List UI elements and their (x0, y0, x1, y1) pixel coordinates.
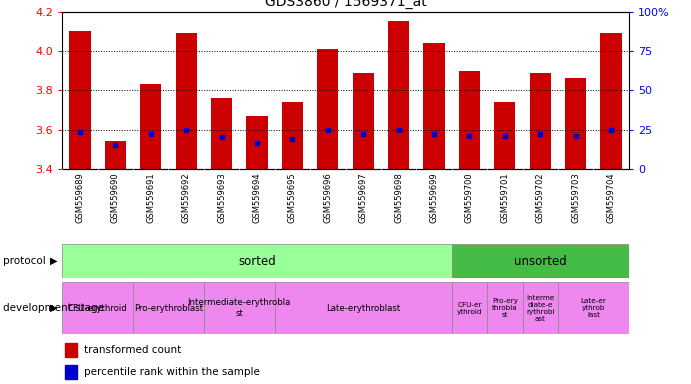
Text: GSM559699: GSM559699 (430, 173, 439, 223)
Text: Interme
diate-e
rythrobl
ast: Interme diate-e rythrobl ast (526, 295, 554, 322)
Text: ▶: ▶ (50, 256, 57, 266)
Bar (600, 33, 622, 169)
Text: GSM559693: GSM559693 (217, 173, 226, 223)
Text: protocol: protocol (3, 256, 46, 266)
Bar (352, 73, 374, 169)
Bar (452, 244, 629, 278)
Text: CFU-er
ythroid: CFU-er ythroid (457, 302, 482, 314)
Bar (140, 84, 161, 169)
Bar (530, 73, 551, 169)
Bar (274, 282, 452, 334)
Text: GSM559702: GSM559702 (536, 173, 545, 223)
Bar (65, 365, 77, 379)
Text: transformed count: transformed count (84, 344, 181, 354)
Text: GSM559690: GSM559690 (111, 173, 120, 223)
Bar (494, 102, 515, 169)
Bar (62, 282, 133, 334)
Text: Pro-erythroblast: Pro-erythroblast (134, 304, 203, 313)
Bar (565, 78, 586, 169)
Text: GSM559691: GSM559691 (146, 173, 155, 223)
Bar (522, 282, 558, 334)
Bar (204, 282, 274, 334)
Text: development stage: development stage (3, 303, 104, 313)
Bar (487, 282, 522, 334)
Title: GDS3860 / 1569371_at: GDS3860 / 1569371_at (265, 0, 426, 9)
Bar (246, 116, 267, 169)
Text: GSM559695: GSM559695 (288, 173, 297, 223)
Text: GSM559700: GSM559700 (465, 173, 474, 223)
Text: sorted: sorted (238, 255, 276, 268)
Bar (133, 282, 204, 334)
Text: ▶: ▶ (50, 303, 57, 313)
Bar (452, 282, 487, 334)
Text: GSM559696: GSM559696 (323, 173, 332, 223)
Bar (558, 282, 629, 334)
Text: Late-erythroblast: Late-erythroblast (326, 304, 400, 313)
Bar (65, 343, 77, 356)
Bar (459, 71, 480, 169)
Text: CFU-erythroid: CFU-erythroid (68, 304, 127, 313)
Bar (424, 43, 445, 169)
Text: GSM559701: GSM559701 (500, 173, 509, 223)
Text: GSM559704: GSM559704 (607, 173, 616, 223)
Text: Late-er
ythrob
last: Late-er ythrob last (580, 298, 606, 318)
Bar (317, 49, 339, 169)
Text: GSM559694: GSM559694 (252, 173, 261, 223)
Text: percentile rank within the sample: percentile rank within the sample (84, 367, 260, 377)
Bar (282, 102, 303, 169)
Bar (211, 98, 232, 169)
Bar (176, 33, 197, 169)
Text: GSM559697: GSM559697 (359, 173, 368, 223)
Text: GSM559692: GSM559692 (182, 173, 191, 223)
Text: GSM559698: GSM559698 (394, 173, 403, 223)
Bar (104, 141, 126, 169)
Text: Intermediate-erythrobla
st: Intermediate-erythrobla st (187, 298, 291, 318)
Bar (62, 244, 452, 278)
Text: GSM559689: GSM559689 (75, 173, 84, 223)
Text: unsorted: unsorted (514, 255, 567, 268)
Bar (388, 22, 409, 169)
Text: GSM559703: GSM559703 (571, 173, 580, 223)
Bar (69, 31, 91, 169)
Text: Pro-ery
throbla
st: Pro-ery throbla st (492, 298, 518, 318)
